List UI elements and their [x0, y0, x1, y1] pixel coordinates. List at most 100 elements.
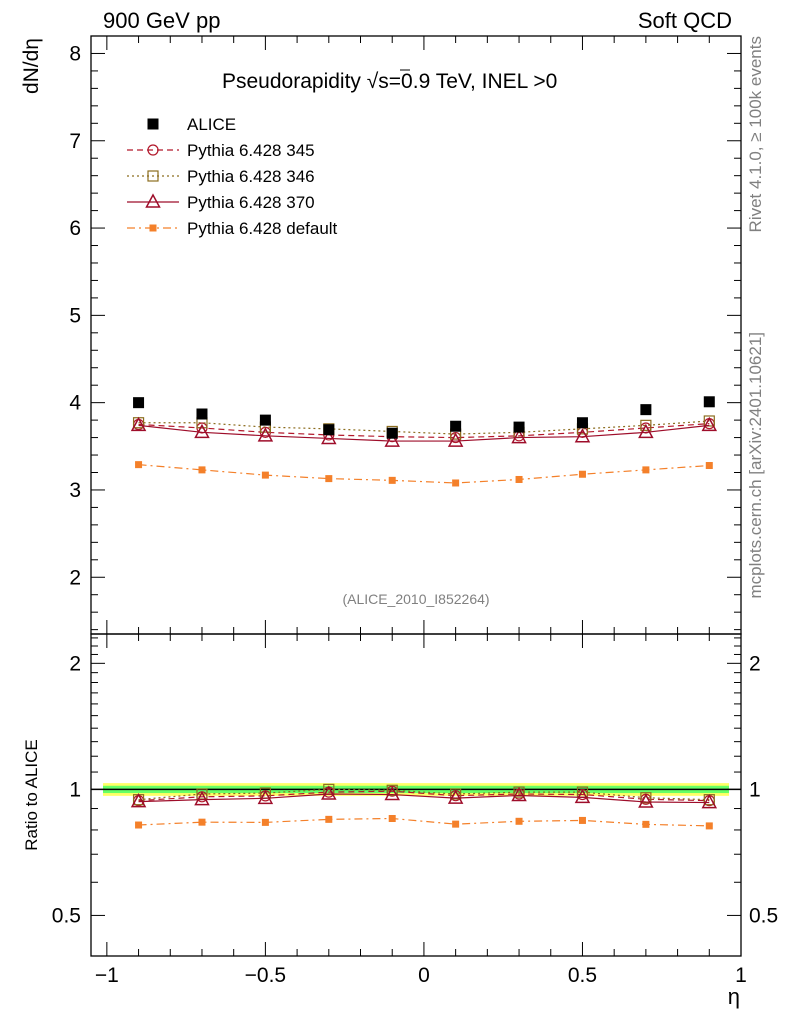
analysis-watermark: (ALICE_2010_I852264): [342, 591, 489, 607]
y-axis-label: dN/dη: [20, 38, 43, 94]
y-tick-label: 2: [69, 566, 81, 589]
data-point-p370: [384, 432, 400, 447]
ratio-point-p370: [384, 785, 400, 801]
y-tick-label: 6: [69, 217, 81, 240]
x-tick-label: −0.5: [245, 964, 286, 987]
ratio-point-pdefault: [578, 816, 586, 824]
data-point-data: [323, 424, 335, 436]
x-axis-label: η: [728, 984, 740, 1009]
data-point-data: [259, 414, 271, 426]
data-point-data: [640, 404, 652, 416]
data-point-p370: [447, 432, 464, 447]
data-point-data: [450, 420, 462, 432]
series-line-p346: [138, 420, 710, 435]
header-right: Soft QCD: [638, 8, 732, 33]
data-point-p370: [701, 416, 718, 432]
legend-marker-p345: [147, 144, 159, 156]
legend-marker-pdefault: [149, 224, 157, 232]
data-point-pdefault: [578, 470, 586, 478]
title-suffix: =0.9 TeV, INEL >0: [389, 70, 558, 93]
data-point-pdefault: [325, 475, 333, 483]
ratio-line-pdefault: [138, 817, 710, 827]
title-s: s: [378, 70, 389, 93]
ratio-series-layer: [130, 783, 718, 830]
y-tick-label: 4: [69, 392, 81, 415]
ratio-point-p370: [130, 793, 147, 808]
legend: ALICE Pythia 6.428 345 Pythia 6.428 346 Pyt…: [127, 115, 338, 238]
mcplots-credit-label: mcplots.cern.ch [arXiv:2401.10621]: [746, 332, 765, 598]
y-tick-label: 7: [69, 130, 81, 153]
ratio-point-p370: [194, 791, 210, 806]
tick-labels: 2 3 4 5 6 7 8 0.5 0.5 1 1 2 2 −1 −0.5 0 0.5 1: [52, 42, 778, 987]
data-point-pdefault: [261, 471, 269, 479]
data-point-p346: [640, 419, 652, 431]
data-point-pdefault: [515, 475, 523, 483]
rivet-version-label: Rivet 4.1.0, ≥ 100k events: [746, 36, 765, 232]
chart-title: Pseudorapidity √s=0.9 TeV, INEL >0: [222, 70, 557, 93]
data-point-pdefault: [135, 461, 143, 469]
ratio-point-pdefault: [705, 822, 713, 830]
ratio-line-p370: [138, 793, 710, 804]
x-tick-label: 1: [735, 964, 747, 987]
ratio-point-p346: [386, 784, 398, 796]
ratio-point-p370: [321, 785, 337, 800]
ratio-tick-label: 1: [69, 778, 81, 801]
data-point-p370: [257, 427, 274, 442]
data-point-p370: [194, 423, 210, 439]
legend-marker-data: [147, 118, 159, 130]
ratio-tick-label-right: 2: [749, 652, 761, 675]
data-point-data: [133, 397, 145, 409]
ratio-point-pdefault: [135, 821, 143, 829]
data-point-pdefault: [642, 466, 650, 474]
y-tick-label: 5: [69, 304, 81, 327]
ratio-point-pdefault: [261, 818, 269, 826]
ratio-point-p370: [574, 788, 591, 804]
ratio-plot-frame: [90, 633, 742, 957]
data-point-data: [703, 396, 715, 408]
ratio-tick-label: 0.5: [52, 904, 81, 927]
data-point-p370: [130, 416, 147, 432]
series-line-p345: [138, 423, 710, 439]
legend-label-pdefault: Pythia 6.428 default: [187, 219, 338, 238]
x-tick-label: 0: [418, 964, 430, 987]
y-tick-label: 3: [69, 479, 81, 502]
series-line-pdefault: [138, 464, 710, 484]
ratio-point-pdefault: [198, 818, 206, 826]
ratio-point-p346: [196, 788, 208, 800]
y-tick-label: 8: [69, 42, 81, 65]
legend-marker-p346: [147, 170, 159, 182]
ratio-point-p370: [638, 793, 654, 808]
ratio-axis-label: Ratio to ALICE: [22, 739, 41, 851]
data-point-data: [576, 417, 588, 429]
legend-marker-p370: [145, 193, 161, 208]
x-tick-label: 0.5: [568, 964, 597, 987]
ratio-line-p345: [138, 790, 710, 802]
ratio-point-pdefault: [515, 817, 523, 825]
title-sqrt: √: [367, 70, 379, 93]
ratio-tick-label: 2: [69, 652, 81, 675]
data-point-p370: [574, 428, 591, 443]
ratio-point-pdefault: [325, 815, 333, 823]
legend-label-data: ALICE: [187, 115, 236, 134]
data-point-p346: [703, 415, 715, 427]
legend-label-p345: Pythia 6.428 345: [187, 141, 315, 160]
data-point-pdefault: [452, 479, 460, 487]
data-point-p370: [638, 423, 654, 439]
title-prefix: Pseudorapidity: [222, 70, 367, 93]
ratio-point-pdefault: [388, 815, 396, 823]
data-point-data: [386, 427, 398, 439]
ratio-point-p370: [447, 789, 464, 804]
axis-ticks: [91, 36, 742, 956]
data-point-data: [196, 408, 208, 420]
header-left: 900 GeV pp: [103, 8, 220, 33]
ratio-uncertainty-band: [91, 783, 741, 796]
ratio-line-p346: [138, 788, 710, 801]
ratio-point-p370: [511, 786, 527, 802]
ratio-point-pdefault: [452, 820, 460, 828]
data-point-p370: [321, 429, 337, 445]
ratio-point-p370: [257, 789, 274, 805]
ratio-point-p346: [640, 792, 652, 804]
data-point-pdefault: [705, 462, 713, 470]
legend-label-p346: Pythia 6.428 346: [187, 167, 315, 186]
